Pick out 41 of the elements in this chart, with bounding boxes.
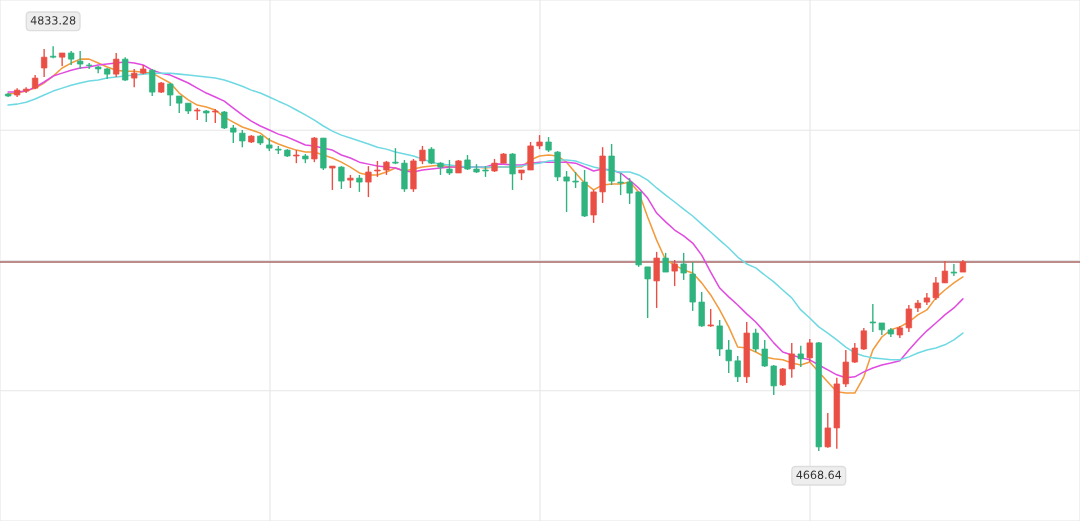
candlestick xyxy=(131,68,138,88)
annotation: 4668.64 xyxy=(796,470,842,480)
candlestick xyxy=(671,259,678,287)
candlestick xyxy=(626,177,633,205)
candlestick xyxy=(563,170,570,213)
candlestick xyxy=(419,145,426,165)
candlestick xyxy=(734,355,741,383)
candlestick xyxy=(617,172,624,196)
candlestick xyxy=(113,52,120,78)
candlestick xyxy=(932,276,940,301)
candlestick xyxy=(770,364,777,396)
candlestick xyxy=(941,260,949,284)
candlestick xyxy=(86,62,93,70)
candlestick xyxy=(797,345,804,368)
candlestick xyxy=(50,45,57,59)
candlestick xyxy=(716,319,723,357)
candlestick xyxy=(842,349,849,388)
candlestick xyxy=(40,48,48,78)
candlestick xyxy=(950,263,958,277)
candlestick xyxy=(590,189,597,224)
candlestick xyxy=(869,303,876,333)
candlestick xyxy=(311,136,318,163)
candlestick xyxy=(644,266,651,319)
candlestick xyxy=(509,152,516,191)
candlestick xyxy=(698,291,705,328)
candlestick xyxy=(662,252,669,273)
annotation: 4833.28 xyxy=(30,16,76,25)
candlestick xyxy=(806,338,813,363)
candlestick xyxy=(824,412,831,449)
candlestick xyxy=(365,165,372,198)
candlestick xyxy=(761,339,768,368)
candlestick xyxy=(77,50,84,70)
candlestick xyxy=(149,68,156,97)
candlestick xyxy=(725,339,732,374)
candlestick xyxy=(338,165,345,190)
candlestick xyxy=(905,304,912,333)
candlestick xyxy=(752,328,759,353)
candlestick xyxy=(788,342,795,379)
candlestick xyxy=(653,251,660,309)
candlestick xyxy=(680,252,687,281)
candlestick xyxy=(329,165,336,191)
